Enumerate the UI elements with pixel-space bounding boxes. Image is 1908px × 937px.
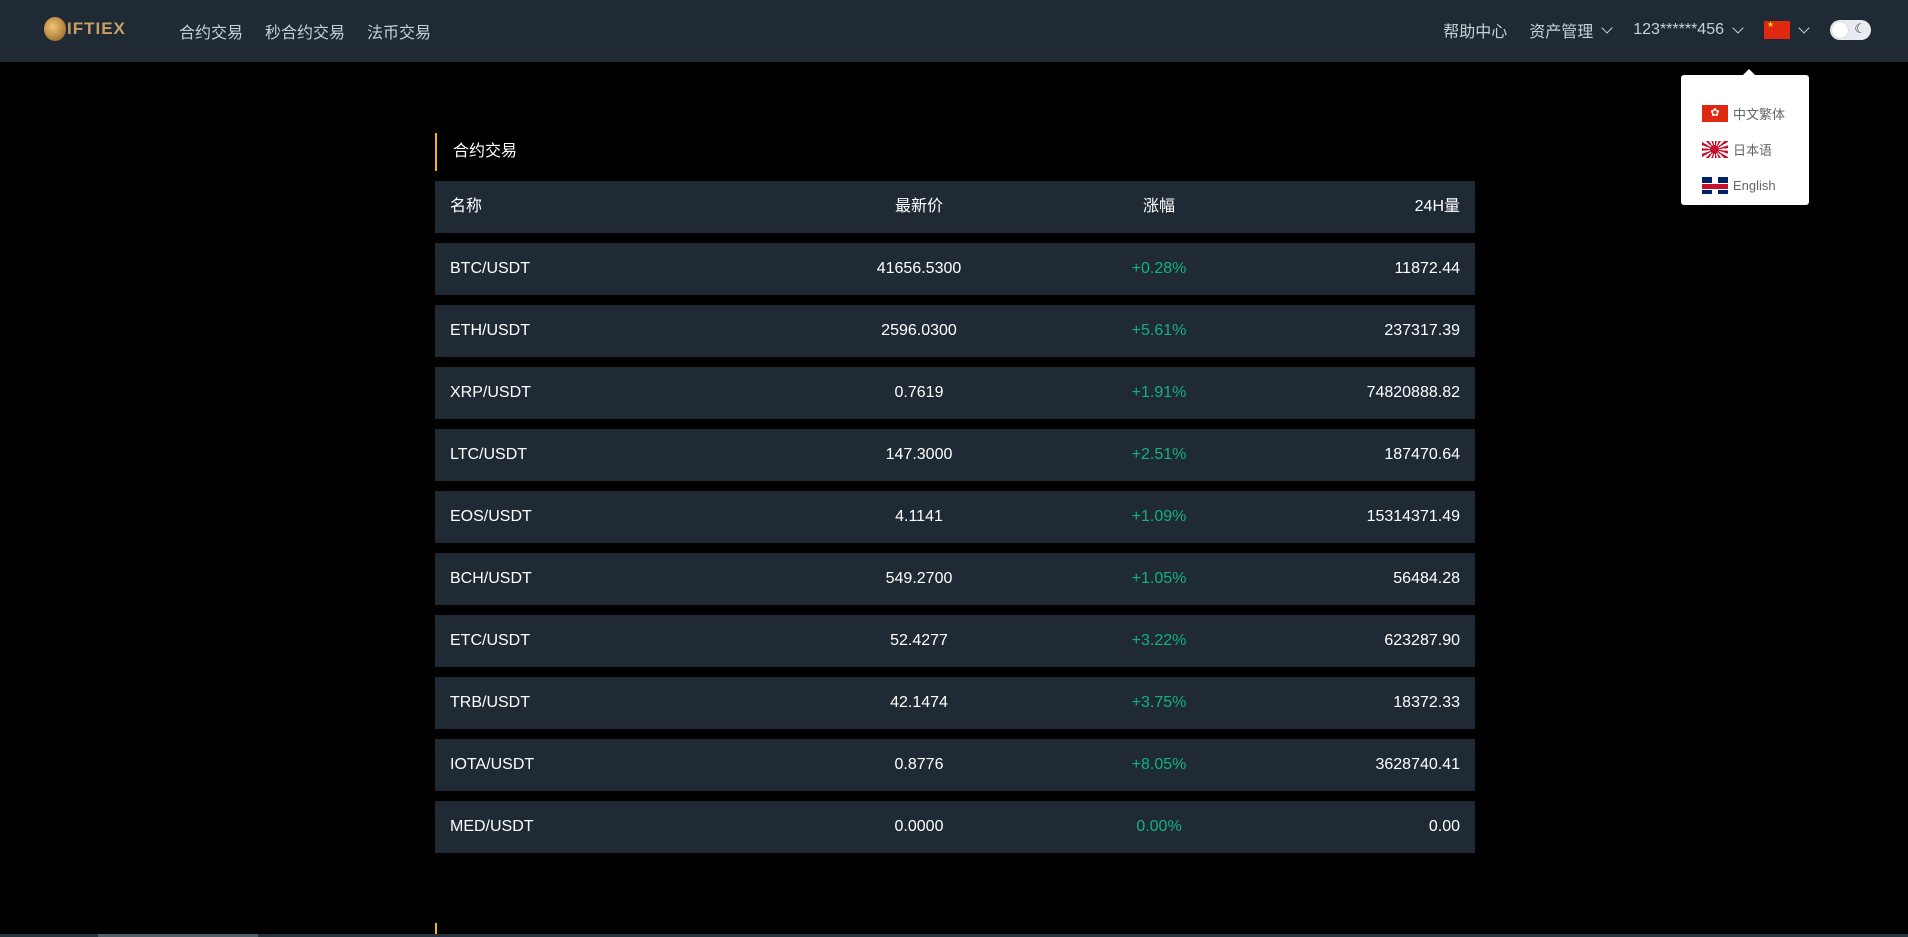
last-price: 42.1474 xyxy=(890,694,948,711)
chevron-down-icon xyxy=(1601,21,1613,34)
market-table: 名称 最新价 涨幅 24H量 BTC/USDT 41656.5300 +0.28% 1… xyxy=(435,181,1475,863)
volume-24h: 74820888.82 xyxy=(1366,384,1460,401)
table-row[interactable]: XRP/USDT 0.7619 +1.91% 74820888.82 xyxy=(435,367,1475,419)
volume-24h: 0.00 xyxy=(1428,818,1460,835)
pair-name: IOTA/USDT xyxy=(450,756,535,773)
top-header: IFTIEX 合约交易 秒合约交易 法币交易 帮助中心 资产管理 123****… xyxy=(0,0,1908,62)
user-menu[interactable]: 123******456 xyxy=(1633,21,1744,39)
uk-flag-icon xyxy=(1702,176,1728,194)
col-change: 涨幅 xyxy=(1142,198,1175,215)
volume-24h: 11872.44 xyxy=(1394,260,1460,277)
last-price: 0.8776 xyxy=(894,756,944,773)
change-percent: +1.09% xyxy=(1131,508,1187,525)
change-percent: +1.05% xyxy=(1131,570,1187,587)
volume-24h: 15314371.49 xyxy=(1366,508,1460,525)
change-percent: +1.91% xyxy=(1131,384,1187,401)
logo-coin-icon xyxy=(44,17,66,41)
pair-name: BCH/USDT xyxy=(450,570,532,587)
table-row[interactable]: BCH/USDT 549.2700 +1.05% 56484.28 xyxy=(435,553,1475,605)
volume-24h: 237317.39 xyxy=(1384,322,1460,339)
table-row[interactable]: MED/USDT 0.0000 0.00% 0.00 xyxy=(435,801,1475,853)
nav-second-contract[interactable]: 秒合约交易 xyxy=(265,25,346,42)
pair-name: ETH/USDT xyxy=(450,322,530,339)
pair-name: ETC/USDT xyxy=(450,632,530,649)
main-nav: 合约交易 秒合约交易 法币交易 xyxy=(179,19,431,43)
table-row[interactable]: TRB/USDT 42.1474 +3.75% 18372.33 xyxy=(435,677,1475,729)
cn-flag-icon xyxy=(1764,20,1790,39)
last-price: 0.0000 xyxy=(894,818,944,835)
change-percent: +5.61% xyxy=(1131,322,1187,339)
pair-name: BTC/USDT xyxy=(450,260,530,277)
last-price: 549.2700 xyxy=(885,570,953,587)
table-row[interactable]: ETC/USDT 52.4277 +3.22% 623287.90 xyxy=(435,615,1475,667)
last-price: 2596.0300 xyxy=(881,322,957,339)
change-percent: +8.05% xyxy=(1131,756,1187,773)
scrollbar-thumb[interactable] xyxy=(98,934,258,937)
last-price: 147.3000 xyxy=(885,446,953,463)
table-row[interactable]: IOTA/USDT 0.8776 +8.05% 3628740.41 xyxy=(435,739,1475,791)
pair-name: MED/USDT xyxy=(450,818,534,835)
language-option-en[interactable]: English xyxy=(1681,167,1809,203)
table-header: 名称 最新价 涨幅 24H量 xyxy=(435,181,1475,233)
language-option-zh-hant[interactable]: ✿ 中文繁体 xyxy=(1681,95,1809,131)
volume-24h: 56484.28 xyxy=(1393,570,1460,587)
table-row[interactable]: BTC/USDT 41656.5300 +0.28% 11872.44 xyxy=(435,243,1475,295)
moon-icon: ☾ xyxy=(1854,21,1866,36)
last-price: 41656.5300 xyxy=(876,260,962,277)
pair-name: LTC/USDT xyxy=(450,446,528,463)
change-percent: +3.22% xyxy=(1131,632,1187,649)
change-percent: +0.28% xyxy=(1131,260,1187,277)
volume-24h: 3628740.41 xyxy=(1375,756,1460,773)
help-center-link[interactable]: 帮助中心 xyxy=(1443,24,1508,41)
last-price: 0.7619 xyxy=(894,384,944,401)
volume-24h: 18372.33 xyxy=(1393,694,1460,711)
pair-name: EOS/USDT xyxy=(450,508,532,525)
change-percent: +3.75% xyxy=(1131,694,1187,711)
language-dropdown: ✿ 中文繁体 日本语 English xyxy=(1681,69,1809,205)
nav-fiat-trading[interactable]: 法币交易 xyxy=(367,25,432,42)
hk-flag-icon: ✿ xyxy=(1702,104,1728,122)
chevron-down-icon xyxy=(1732,21,1744,34)
theme-toggle[interactable]: ☾ xyxy=(1830,20,1871,40)
volume-24h: 623287.90 xyxy=(1384,632,1460,649)
logo[interactable]: IFTIEX xyxy=(44,17,126,41)
pair-name: XRP/USDT xyxy=(450,384,531,401)
col-volume: 24H量 xyxy=(1414,198,1460,215)
table-row[interactable]: EOS/USDT 4.1141 +1.09% 15314371.49 xyxy=(435,491,1475,543)
assets-menu[interactable]: 资产管理 xyxy=(1529,18,1613,42)
change-percent: 0.00% xyxy=(1136,818,1182,835)
language-selector[interactable] xyxy=(1764,20,1810,39)
pair-name: TRB/USDT xyxy=(450,694,530,711)
col-price: 最新价 xyxy=(894,198,943,215)
horizontal-scrollbar[interactable] xyxy=(0,934,1908,937)
volume-24h: 187470.64 xyxy=(1384,446,1460,463)
col-name: 名称 xyxy=(450,198,483,215)
jp-flag-icon xyxy=(1702,140,1728,158)
table-row[interactable]: ETH/USDT 2596.0300 +5.61% 237317.39 xyxy=(435,305,1475,357)
section-title: 合约交易 xyxy=(435,133,517,171)
table-row[interactable]: LTC/USDT 147.3000 +2.51% 187470.64 xyxy=(435,429,1475,481)
chevron-down-icon xyxy=(1798,21,1810,34)
language-option-ja[interactable]: 日本语 xyxy=(1681,131,1809,167)
nav-contract-trading[interactable]: 合约交易 xyxy=(179,25,244,42)
change-percent: +2.51% xyxy=(1131,446,1187,463)
next-section-marker xyxy=(435,923,437,937)
last-price: 52.4277 xyxy=(890,632,948,649)
last-price: 4.1141 xyxy=(895,508,943,525)
